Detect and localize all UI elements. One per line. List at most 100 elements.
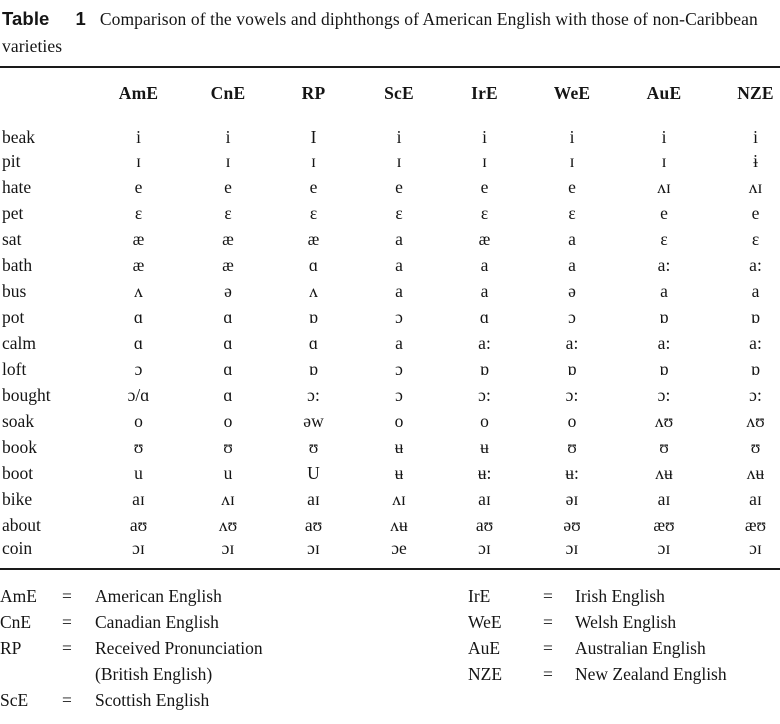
column-header: ScE (384, 83, 414, 103)
ipa-cell: ɔɪ (221, 538, 235, 558)
word-label: hate (2, 176, 32, 197)
legend-row: CnE = Canadian English (0, 609, 392, 635)
ipa-cell: i (569, 127, 575, 147)
ipa-cell: e (395, 176, 403, 197)
ipa-cell: ɪ (225, 150, 231, 171)
table-caption: Table 1 Comparison of the vowels and dipht… (0, 0, 780, 60)
word-label: bath (2, 254, 33, 275)
word-label: bus (2, 280, 27, 301)
ipa-cell: ɔ/ɑ (127, 384, 150, 405)
word-label: loft (2, 358, 27, 379)
column-header: IrE (471, 83, 498, 103)
legend-definition: Australian English (575, 638, 706, 658)
ipa-cell: ɛ (395, 202, 403, 223)
ipa-cell: ʊ (750, 436, 761, 457)
ipa-cell: ɒ (308, 358, 319, 379)
ipa-cell: ɑ (308, 254, 319, 275)
ipa-cell: ɛ (568, 202, 576, 223)
ipa-cell: ʌʉ (746, 462, 765, 483)
legend-abbr: ScE (0, 690, 29, 710)
ipa-cell: ɑ (223, 384, 233, 405)
ipa-cell: a (395, 228, 403, 249)
table-row: hate e e e e e e ʌɪ ʌɪ (0, 174, 780, 200)
ipa-cell: a: (749, 254, 762, 275)
table-row: bus ʌ ə ʌ a a ə a a (0, 278, 780, 304)
ipa-cell: e (309, 176, 318, 197)
legend-equals: = (62, 612, 72, 632)
ipa-cell: ʌ (309, 280, 318, 301)
legend-definition: Scottish English (95, 690, 210, 710)
legend-left-column: AmE = American English CnE = Canadian English… (0, 583, 392, 713)
legend-abbr: AmE (0, 586, 37, 606)
legend-row-continued: (British English) (0, 661, 392, 687)
table-row: pet ɛ ɛ ɛ ɛ ɛ ɛ e e (0, 200, 780, 226)
ipa-cell: ɛ (224, 202, 232, 223)
ipa-cell: ʉ (480, 436, 489, 457)
ipa-cell: ʌʊ (218, 514, 238, 535)
ipa-cell: əw (303, 410, 324, 431)
column-header: CnE (210, 83, 246, 103)
ipa-cell: ɒ (659, 306, 669, 327)
ipa-cell: i (225, 127, 231, 147)
ipa-cell: a: (657, 254, 671, 275)
ipa-cell: o (394, 410, 404, 431)
ipa-cell: ʌɪ (221, 488, 235, 509)
ipa-cell: aʊ (129, 514, 148, 535)
ipa-cell: ʉ: (477, 462, 492, 483)
ipa-cell: a: (657, 332, 671, 353)
word-label: pit (2, 150, 21, 171)
ipa-cell: ʌɪ (657, 176, 671, 197)
ipa-cell: a (395, 280, 403, 301)
ipa-cell: o (567, 410, 577, 431)
ipa-cell: aɪ (749, 488, 762, 509)
table-row: loft ɔ ɑ ɒ ɔ ɒ ɒ ɒ ɒ (0, 356, 780, 382)
ipa-cell: ɛ (751, 228, 760, 249)
legend-row: ScE = Scottish English (0, 687, 392, 713)
ipa-cell: a (395, 332, 403, 353)
ipa-cell: i (482, 127, 487, 147)
ipa-cell: ɛ (660, 228, 668, 249)
ipa-cell: ɪ (311, 150, 316, 171)
ipa-cell: ʊ (223, 436, 233, 457)
ipa-cell: ɛ (309, 202, 318, 223)
ipa-cell: ʌɪ (392, 488, 406, 509)
legend-abbr: NZE (468, 664, 503, 684)
ipa-cell: ɔe (391, 538, 407, 558)
legend-equals: = (543, 586, 553, 606)
ipa-cell: I (310, 127, 317, 147)
legend-row: AuE = Australian English (468, 635, 780, 661)
ipa-cell: ɛ (480, 202, 489, 223)
ipa-cell: ʌ (134, 280, 143, 301)
ipa-cell: aɪ (307, 488, 320, 509)
table-row: bike aɪ ʌɪ aɪ ʌɪ aɪ əɪ aɪ aɪ (0, 486, 780, 512)
ipa-cell: ʊ (659, 436, 669, 457)
bottom-rule (0, 568, 780, 570)
ipa-cell: ɔɪ (749, 538, 762, 558)
ipa-cell: ɒ (308, 306, 319, 327)
table-row: bath æ æ ɑ a a a a: a: (0, 252, 780, 278)
word-label: beak (2, 127, 36, 147)
ipa-cell: u (134, 462, 143, 483)
ipa-cell: i (753, 127, 758, 147)
legend-definition-continued: (British English) (95, 664, 213, 684)
ipa-cell: aʊ (304, 514, 323, 535)
ipa-cell: ʌʊ (654, 410, 674, 431)
ipa-cell: ʌʉ (390, 514, 408, 535)
ipa-cell: ʌɪ (748, 176, 763, 197)
ipa-cell: e (568, 176, 576, 197)
ipa-cell: ɑ (133, 306, 144, 327)
ipa-cell: aɪ (132, 488, 145, 509)
ipa-cell: a (568, 228, 576, 249)
ipa-cell: ɪ (482, 150, 487, 171)
legend: AmE = American English CnE = Canadian English… (0, 570, 780, 713)
legend-abbr: AuE (468, 638, 501, 658)
header-row: AmE CnE RP ScE IrE WeE AuE NZE (0, 68, 780, 115)
ipa-cell: e (134, 176, 143, 197)
legend-equals: = (543, 664, 553, 684)
ipa-cell: ʉ: (565, 462, 579, 483)
legend-right-column: IrE = Irish English WeE = Welsh English AuE = Au… (392, 583, 780, 713)
legend-row: NZE = New Zealand English (468, 661, 780, 687)
ipa-cell: ɨ (753, 150, 758, 171)
word-label: pot (2, 306, 25, 327)
